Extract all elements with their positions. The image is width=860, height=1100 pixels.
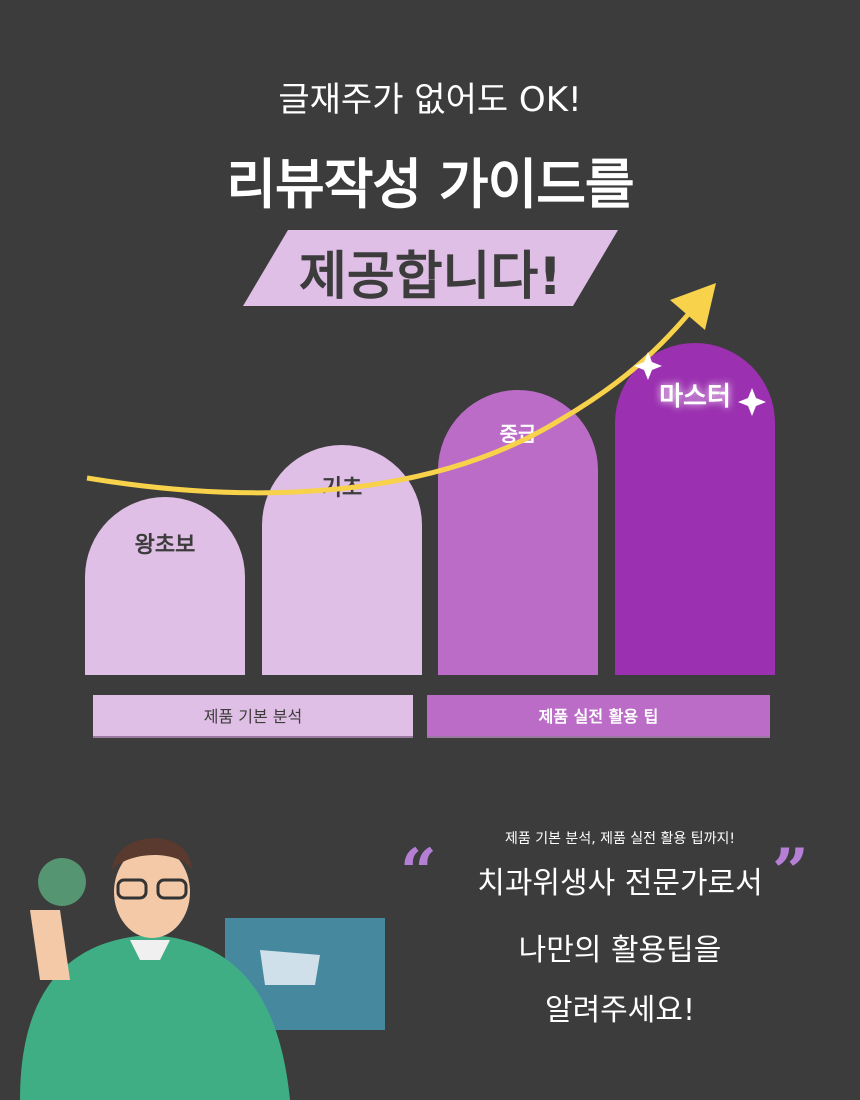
page-title: 리뷰작성 가이드를 xyxy=(226,153,634,216)
character-illustration xyxy=(20,838,385,1100)
sparkle-icon xyxy=(738,388,766,416)
level-label: 왕초보 xyxy=(134,533,196,558)
banner-text: 제공합니다! xyxy=(299,247,562,307)
subtitle: 글재주가 없어도 OK! xyxy=(278,80,582,120)
category-basic: 제품 기본 분석 xyxy=(93,695,413,738)
level-label: 마스터 xyxy=(659,382,731,412)
banner-background xyxy=(243,230,618,306)
quote-line: 알려주세요! xyxy=(544,993,696,1028)
close-quote-icon: ” xyxy=(772,835,809,910)
growth-arrow-icon xyxy=(86,283,766,496)
sparkle-icon xyxy=(634,352,662,380)
level-bar-beginner xyxy=(85,497,245,675)
quote-line: 치과위생사 전문가로서 xyxy=(477,866,763,901)
category-advanced: 제품 실전 활용 팁 xyxy=(427,695,770,738)
open-quote-icon: “ xyxy=(400,835,437,910)
level-bar-intermediate xyxy=(438,390,598,675)
quote-line: 나만의 활용팁을 xyxy=(518,933,722,968)
quote-intro: 제품 기본 분석, 제품 실전 활용 팁까지! xyxy=(505,831,735,847)
